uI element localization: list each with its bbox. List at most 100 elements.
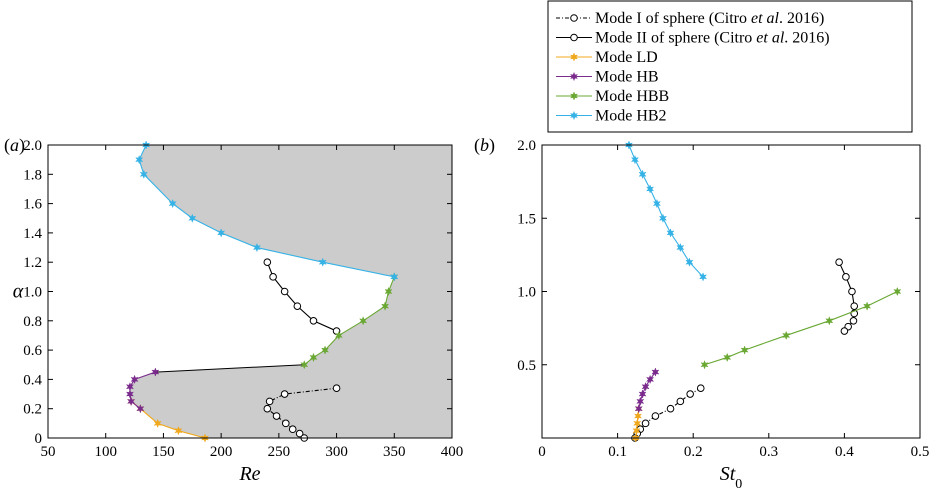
data-point bbox=[318, 257, 327, 267]
data-point bbox=[723, 352, 732, 363]
data-point bbox=[139, 169, 148, 180]
data-point bbox=[359, 316, 368, 326]
data-point bbox=[281, 419, 290, 428]
data-point bbox=[636, 396, 645, 407]
legend: Mode I of sphere (Citro et al. 2016) Mode… bbox=[547, 0, 913, 133]
panel-a-y-axis-label: α bbox=[13, 281, 24, 303]
data-point bbox=[135, 154, 144, 165]
x-tick-label: 400 bbox=[441, 444, 464, 460]
series-mode-i-of-sphere-citro-et-al-2016 bbox=[263, 384, 341, 442]
legend-marker bbox=[569, 91, 579, 101]
y-tick-label: 1.4 bbox=[23, 226, 42, 242]
y-tick-label: 0.8 bbox=[23, 314, 42, 330]
data-point bbox=[188, 213, 197, 223]
data-point bbox=[252, 242, 262, 253]
y-tick-label: 0.2 bbox=[23, 402, 42, 418]
data-point bbox=[848, 287, 856, 296]
data-point bbox=[686, 390, 694, 398]
legend-entry-mode-hbb: Mode HBB bbox=[556, 88, 669, 105]
series-mode-hbb bbox=[700, 286, 902, 370]
series-mode-hb bbox=[125, 367, 160, 414]
x-tick-label: 50 bbox=[41, 444, 56, 460]
data-point bbox=[646, 184, 655, 194]
legend-marker bbox=[569, 71, 579, 82]
legend-entry-mode-hb: Mode HB bbox=[556, 69, 659, 86]
data-point bbox=[638, 389, 647, 399]
data-point bbox=[309, 317, 318, 325]
data-point bbox=[825, 316, 834, 326]
data-point bbox=[269, 273, 277, 281]
data-point bbox=[676, 242, 685, 253]
data-point bbox=[782, 330, 791, 341]
data-point bbox=[849, 317, 858, 325]
data-point bbox=[666, 228, 675, 238]
data-point bbox=[280, 287, 289, 296]
x-tick-label: 0.1 bbox=[608, 444, 627, 460]
data-point bbox=[652, 198, 662, 209]
legend-label: Mode HB bbox=[595, 69, 659, 86]
data-point bbox=[127, 396, 136, 407]
data-point bbox=[685, 257, 694, 267]
x-tick-label: 250 bbox=[268, 444, 291, 460]
legend-entry-mode-ii-of-sphere-citro-et-al-2016: Mode II of sphere (Citro et al. 2016) bbox=[556, 30, 830, 47]
data-point bbox=[280, 390, 289, 398]
data-point bbox=[641, 382, 650, 392]
series-line bbox=[704, 291, 898, 366]
data-point bbox=[862, 301, 872, 311]
data-point bbox=[320, 345, 330, 355]
data-point bbox=[130, 374, 139, 385]
data-point bbox=[700, 360, 709, 370]
legend-entry-mode-ld: Mode LD bbox=[556, 49, 658, 66]
x-tick-label: 300 bbox=[325, 444, 348, 460]
y-tick-label: 1.0 bbox=[23, 285, 42, 301]
panel-b: 0 0.1 0.2 0.3 0.4 0.5 0.5 1.0 1.5 2.0 (b) St0 bbox=[474, 135, 929, 492]
data-point bbox=[332, 384, 341, 392]
x-tick-label: 0.3 bbox=[759, 444, 778, 460]
data-point bbox=[835, 258, 843, 267]
legend-marker bbox=[570, 33, 578, 42]
data-point bbox=[295, 429, 304, 438]
y-tick-label: 1.2 bbox=[23, 255, 42, 271]
x-tick-label: 0.2 bbox=[684, 444, 703, 460]
y-tick-label: 0.6 bbox=[23, 343, 42, 359]
data-point bbox=[384, 286, 393, 297]
data-point bbox=[651, 367, 660, 377]
series-mode-ii-of-sphere-citro-et-al-2016 bbox=[835, 258, 859, 335]
y-tick-label: 0.4 bbox=[23, 372, 42, 388]
series-mode-ii-of-sphere-citro-et-al-2016 bbox=[263, 258, 341, 335]
data-point bbox=[293, 302, 302, 310]
data-point bbox=[309, 352, 318, 363]
data-point bbox=[153, 418, 162, 429]
legend-marker bbox=[569, 110, 579, 121]
data-point bbox=[334, 330, 343, 341]
data-point bbox=[632, 425, 641, 436]
data-point bbox=[641, 419, 650, 428]
panel-b-label: (b) bbox=[474, 135, 495, 156]
legend-label: Mode HBB bbox=[595, 88, 669, 105]
legend-marker bbox=[570, 14, 578, 22]
data-point bbox=[638, 169, 647, 180]
data-point bbox=[651, 412, 660, 420]
panel-b-ticks: 0 0.1 0.2 0.3 0.4 0.5 0.5 1.0 1.5 2.0 bbox=[517, 138, 929, 460]
legend-label: Mode LD bbox=[595, 49, 658, 66]
legend-marker bbox=[569, 52, 579, 62]
y-tick-label: 2.0 bbox=[517, 138, 536, 154]
data-point bbox=[634, 403, 643, 414]
panel-a-label: (a) bbox=[4, 135, 25, 156]
y-tick-label: 2.0 bbox=[23, 138, 42, 154]
data-point bbox=[263, 258, 272, 267]
data-point bbox=[265, 397, 274, 406]
x-tick-label: 200 bbox=[210, 444, 233, 460]
y-tick-label: 1.8 bbox=[23, 167, 42, 183]
data-point bbox=[698, 272, 708, 282]
x-tick-label: 100 bbox=[94, 444, 117, 460]
x-tick-label: 150 bbox=[152, 444, 175, 460]
panel-b-x-axis-label: St0 bbox=[720, 463, 743, 492]
data-point bbox=[842, 273, 850, 281]
x-tick-label: 0.4 bbox=[835, 444, 854, 460]
panel-a-ticks: 50 100 150 200 250 300 350 400 0 0.2 0.4 0.6 0.8 1.0 1… bbox=[23, 138, 463, 460]
data-point bbox=[380, 301, 390, 311]
legend-label: Mode HB2 bbox=[595, 108, 667, 125]
data-point bbox=[676, 397, 685, 406]
